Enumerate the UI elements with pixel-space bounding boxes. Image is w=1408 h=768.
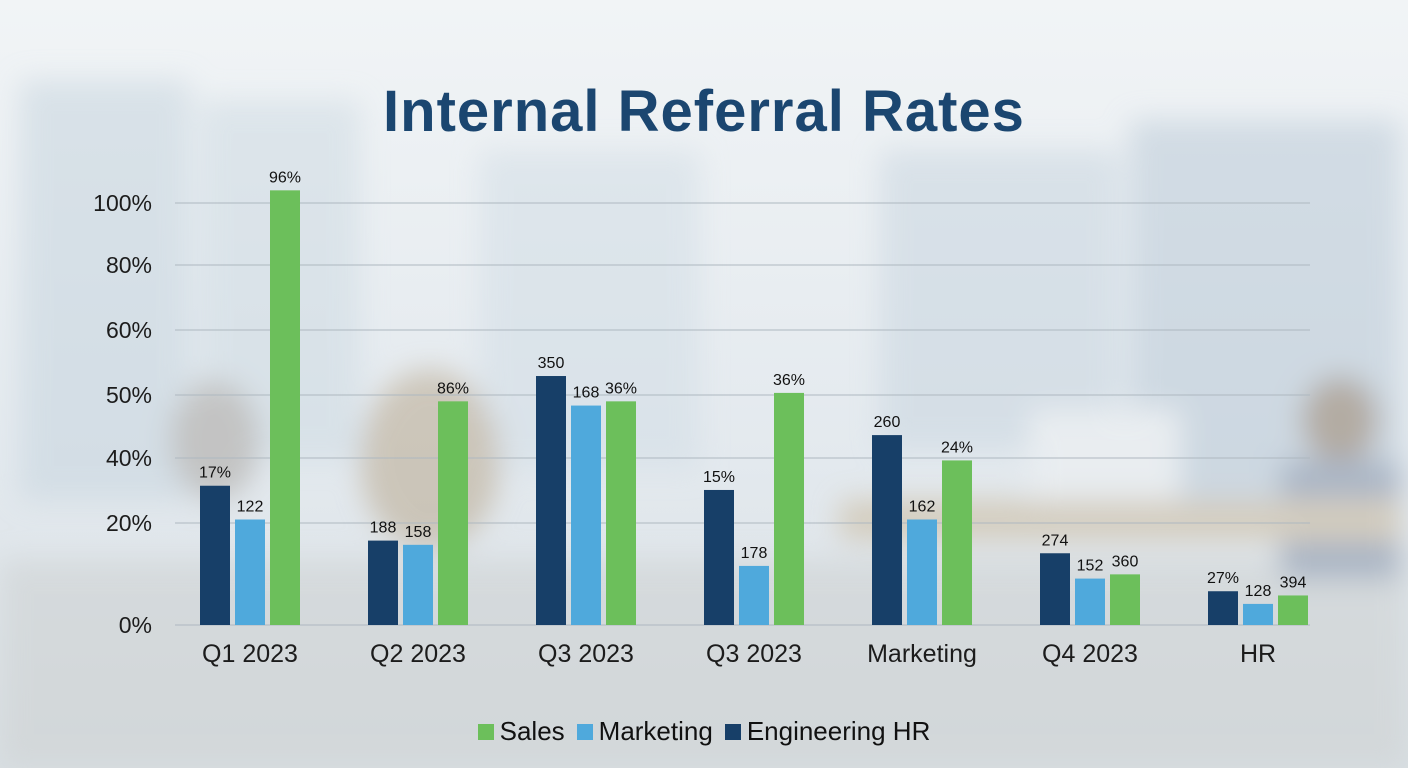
bar-marketing-4 [907, 519, 937, 625]
chart-title: Internal Referral Rates [383, 79, 1025, 144]
x-tick-label: Q1 2023 [202, 640, 298, 668]
data-label-sales-6: 394 [1280, 574, 1307, 591]
data-label-engineering-2: 350 [538, 355, 565, 372]
bar-engineering-0 [200, 485, 230, 625]
legend: Sales Marketing Engineering HR [0, 716, 1408, 747]
x-axis-ticks: Q1 2023 Q2 2023 Q3 2023 Q3 2023 Marketing Q4 … [202, 640, 1276, 668]
data-label-sales-1: 86% [437, 380, 469, 397]
data-label-sales-4: 24% [941, 439, 973, 456]
data-labels: 17% 122 96% 188 158 86% 350 168 36% 15% 178 36% 260 1… [199, 169, 1306, 600]
bar-marketing-2 [571, 405, 601, 625]
y-axis-ticks: 0% 20% 40% 50% 60% 80% 100% [93, 190, 152, 638]
data-label-sales-0: 96% [269, 169, 301, 186]
x-tick-label: Q3 2023 [538, 640, 634, 668]
y-tick-label: 50% [106, 382, 152, 408]
data-label-marketing-0: 122 [237, 499, 264, 516]
bar-engineering-5 [1040, 553, 1070, 625]
bar-marketing-3 [739, 565, 769, 625]
bar-marketing-0 [235, 519, 265, 625]
data-label-engineering-0: 17% [199, 465, 231, 482]
y-tick-label: 20% [106, 510, 152, 536]
bar-engineering-3 [704, 489, 734, 625]
bar-engineering-1 [368, 540, 398, 625]
bar-sales-2 [606, 401, 636, 625]
data-label-marketing-4: 162 [909, 499, 936, 516]
x-tick-label: Marketing [867, 640, 977, 668]
data-label-marketing-3: 178 [741, 545, 768, 562]
bar-engineering-6 [1208, 591, 1238, 625]
x-tick-label: HR [1240, 640, 1276, 668]
x-tick-label: Q4 2023 [1042, 640, 1138, 668]
bar-marketing-6 [1243, 603, 1273, 625]
data-label-marketing-1: 158 [405, 524, 432, 541]
data-label-engineering-3: 15% [703, 469, 735, 486]
bar-sales-5 [1110, 574, 1140, 625]
legend-item-sales: Sales [477, 716, 565, 747]
x-tick-label: Q3 2023 [706, 640, 802, 668]
bar-engineering-4 [872, 435, 902, 625]
bar-engineering-2 [536, 376, 566, 625]
legend-label-marketing: Marketing [598, 716, 713, 746]
y-tick-label: 100% [93, 190, 152, 216]
x-tick-label: Q2 2023 [370, 640, 466, 668]
data-label-sales-5: 360 [1112, 553, 1139, 570]
data-label-sales-2: 36% [605, 380, 637, 397]
data-label-engineering-6: 27% [1207, 570, 1239, 587]
legend-label-sales: Sales [499, 716, 565, 746]
y-tick-label: 40% [106, 445, 152, 471]
legend-item-engineering-hr: Engineering HR [724, 716, 931, 747]
data-label-marketing-2: 168 [573, 385, 600, 402]
data-label-engineering-5: 274 [1042, 532, 1069, 549]
legend-swatch-sales [477, 723, 494, 740]
y-tick-label: 60% [106, 317, 152, 343]
data-label-engineering-1: 188 [370, 520, 397, 537]
data-label-sales-3: 36% [773, 372, 805, 389]
legend-swatch-engineering-hr [724, 723, 741, 740]
y-tick-label: 0% [119, 612, 152, 638]
y-tick-label: 80% [106, 252, 152, 278]
data-label-engineering-4: 260 [874, 414, 901, 431]
bar-sales-0 [270, 190, 300, 625]
bar-sales-6 [1278, 595, 1308, 625]
bar-sales-4 [942, 460, 972, 625]
bar-marketing-1 [403, 544, 433, 625]
data-label-marketing-6: 128 [1245, 583, 1272, 600]
bar-series [200, 190, 1308, 625]
bar-sales-1 [438, 401, 468, 625]
legend-swatch-marketing [576, 723, 593, 740]
data-label-marketing-5: 152 [1077, 558, 1104, 575]
legend-item-marketing: Marketing [576, 716, 713, 747]
legend-label-engineering-hr: Engineering HR [746, 716, 931, 746]
bar-marketing-5 [1075, 578, 1105, 625]
bar-sales-3 [774, 392, 804, 625]
